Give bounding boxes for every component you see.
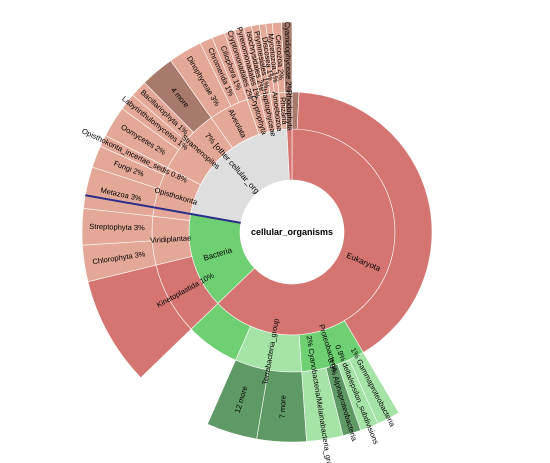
- label-cyanidiophyceae: Cyanidiophyceae 2%: [283, 22, 294, 93]
- label-cercozoa: Cercozoa 2%: [274, 35, 286, 81]
- label-viridiplantae: Viridiplantae: [150, 233, 192, 245]
- label-rhodophyta: Rhodophyta: [284, 90, 294, 131]
- label-streptophyta: Streptophyta 3%: [89, 222, 145, 232]
- segment-12-more[interactable]: [206, 359, 269, 440]
- sunburst-segments: [81, 21, 433, 443]
- other-edge-line: [85, 194, 241, 224]
- label-rhizaria: Rhizaria: [278, 97, 289, 126]
- segment-cyanidiophyceae[interactable]: [281, 21, 293, 93]
- center-label: cellular_organisms: [251, 227, 333, 237]
- segment-eukaryota-unclassified[interactable]: [296, 91, 433, 353]
- center-hole: [240, 180, 344, 284]
- label-7-more: 7 more: [278, 395, 288, 419]
